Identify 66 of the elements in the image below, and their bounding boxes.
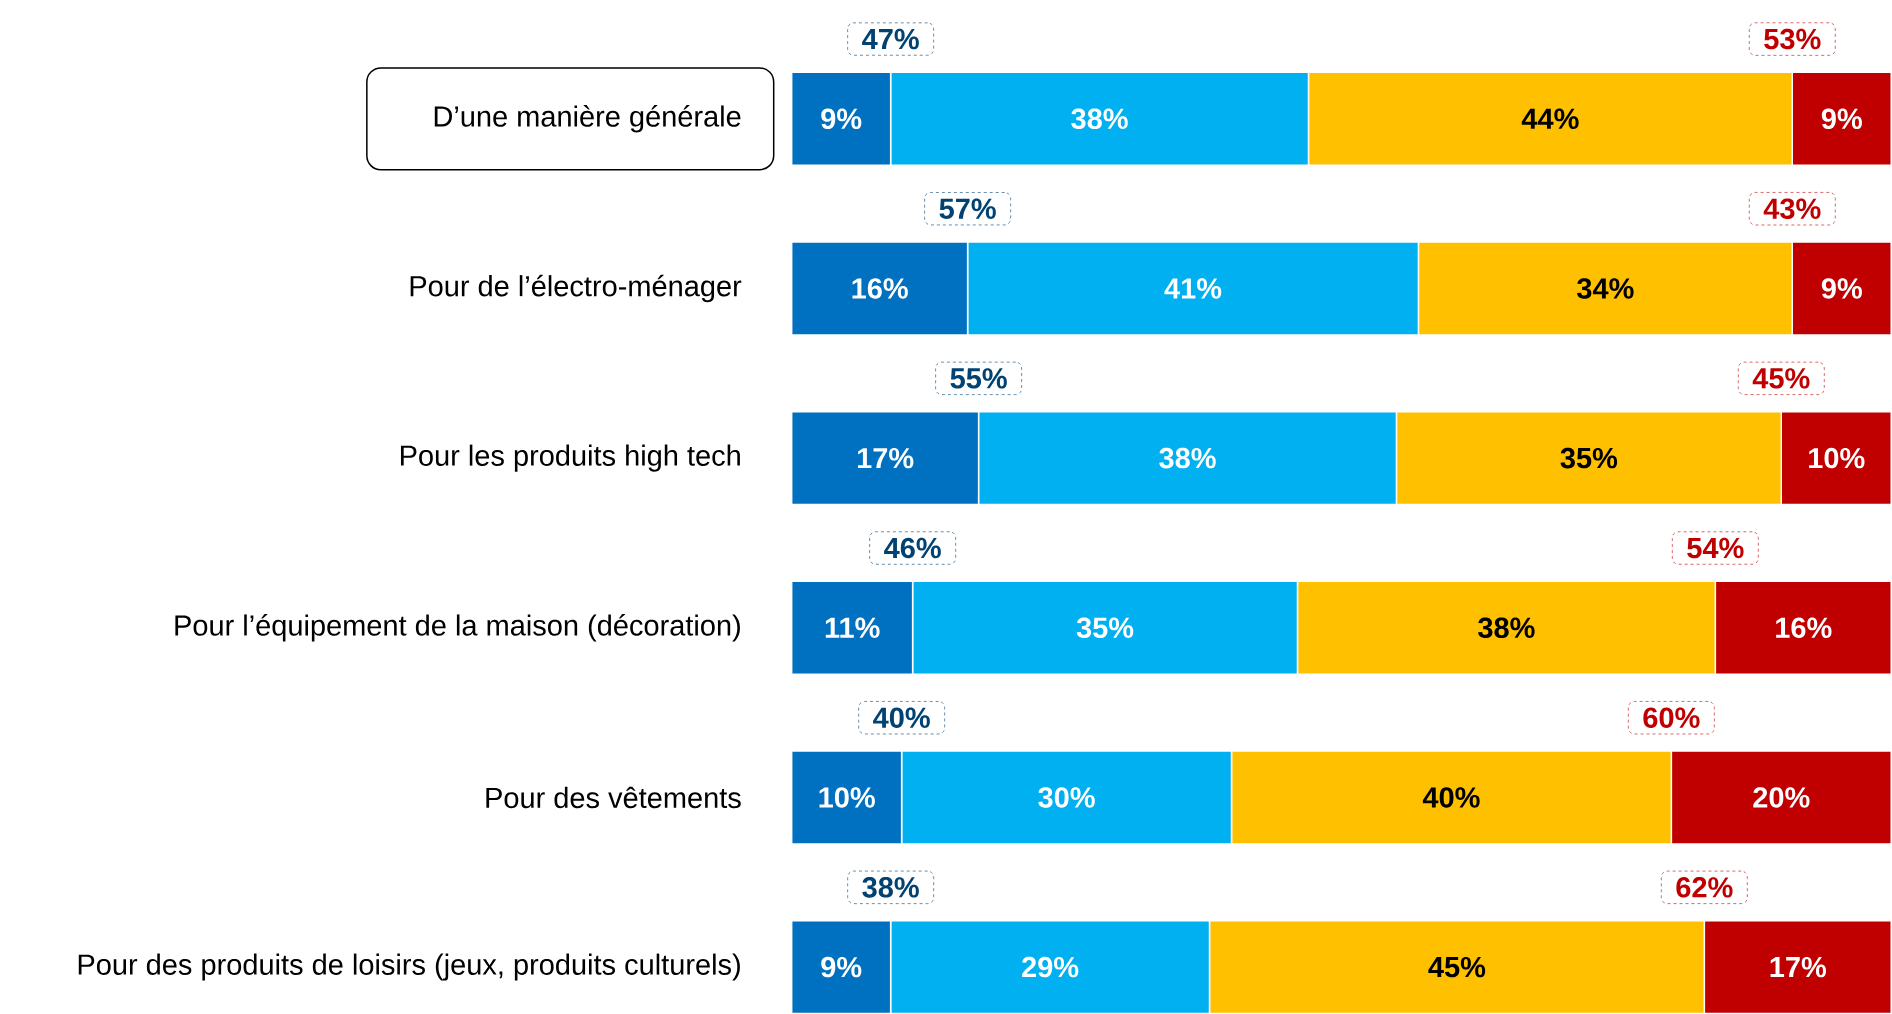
annotation: 62% <box>1676 876 1733 898</box>
data-label: 30% <box>1038 787 1095 808</box>
bar <box>1230 750 1673 845</box>
data-label: 9% <box>1821 108 1862 129</box>
y-tick-label: Pour de l’électro-ménager <box>410 274 742 302</box>
bar <box>1791 71 1892 166</box>
bar <box>1780 410 1892 506</box>
bar <box>790 410 980 506</box>
bar <box>911 580 1299 675</box>
bar <box>1703 919 1892 1014</box>
bar <box>1208 919 1706 1014</box>
data-label: 17% <box>857 447 914 469</box>
data-label: 38% <box>1159 447 1216 469</box>
y-tick-label: Pour l’équipement de la maison (décoration) <box>175 613 740 642</box>
data-label: 16% <box>852 278 908 299</box>
bar <box>1417 241 1794 336</box>
data-label: 9% <box>821 108 862 129</box>
y-tick-label: D’une manière générale <box>434 104 741 133</box>
bar <box>1395 410 1783 506</box>
annotation: 55% <box>950 368 1007 389</box>
data-label: 29% <box>1022 956 1079 978</box>
bar <box>977 410 1398 506</box>
data-label: 44% <box>1521 108 1579 129</box>
bar <box>790 580 914 675</box>
y-tick-label: Pour des produits de loisirs (jeux, produits culturels) <box>78 953 740 981</box>
annotation: 40% <box>873 707 930 728</box>
data-label: 38% <box>1478 617 1535 638</box>
bar <box>790 241 969 336</box>
annotation: 60% <box>1643 707 1700 728</box>
annotation: 47% <box>862 28 919 50</box>
data-label: 34% <box>1577 278 1634 299</box>
y-tick-label: Pour les produits high tech <box>400 444 740 472</box>
annotation: 54% <box>1687 537 1744 559</box>
bar <box>1714 580 1892 675</box>
annotation: 45% <box>1752 368 1810 389</box>
data-label: 45% <box>1428 956 1486 978</box>
data-label: 9% <box>1821 278 1862 299</box>
annotation: 38% <box>862 876 919 898</box>
bar <box>790 750 903 845</box>
data-label: 11% <box>825 617 880 638</box>
annotation: 46% <box>884 537 941 559</box>
annotation: 43% <box>1763 198 1821 219</box>
bar <box>966 241 1420 336</box>
bar <box>1307 71 1794 166</box>
data-label: 40% <box>1422 787 1480 808</box>
bar <box>790 919 892 1014</box>
data-label: 17% <box>1770 956 1827 978</box>
data-label: 10% <box>819 787 875 808</box>
data-label: 41% <box>1164 278 1222 299</box>
data-label: 35% <box>1076 617 1134 638</box>
data-label: 38% <box>1071 108 1128 129</box>
data-label: 10% <box>1809 447 1865 469</box>
bar <box>900 750 1233 845</box>
bar <box>889 919 1211 1014</box>
annotation: 53% <box>1764 28 1821 50</box>
annotation: 57% <box>939 198 996 219</box>
data-label: 35% <box>1560 447 1618 469</box>
bar <box>1670 750 1892 845</box>
y-tick-label: Pour des vêtements <box>486 786 741 808</box>
bar <box>889 71 1310 166</box>
data-label: 9% <box>821 956 862 978</box>
data-label: 16% <box>1776 617 1832 638</box>
data-label: 20% <box>1753 787 1810 808</box>
bar <box>1296 580 1717 675</box>
bar <box>790 71 892 166</box>
bar <box>1791 241 1892 336</box>
